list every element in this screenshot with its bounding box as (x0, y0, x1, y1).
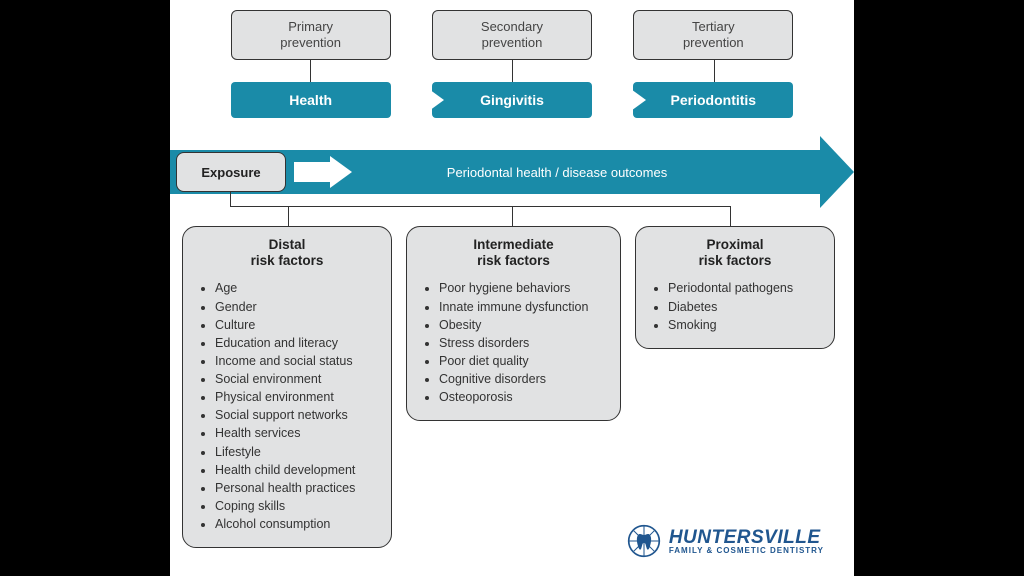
list-item: Diabetes (668, 298, 820, 316)
arrowhead-icon (820, 136, 854, 208)
brand-logo: HUNTERSVILLE FAMILY & COSMETIC DENTISTRY (627, 524, 824, 558)
prevention-primary-label: Primaryprevention (280, 19, 341, 50)
factor-proximal-title: Proximalrisk factors (650, 237, 820, 269)
connector (714, 60, 715, 82)
prevention-secondary: Secondaryprevention (432, 10, 592, 60)
connector (512, 206, 513, 226)
list-item: Health child development (215, 461, 377, 479)
list-item: Alcohol consumption (215, 515, 377, 533)
factor-distal-list: Age Gender Culture Education and literac… (197, 279, 377, 533)
list-item: Poor hygiene behaviors (439, 279, 606, 297)
tooth-icon (627, 524, 661, 558)
connector (730, 206, 731, 226)
connector (230, 206, 730, 207)
list-item: Education and literacy (215, 334, 377, 352)
prevention-row: Primaryprevention Secondaryprevention Te… (210, 10, 814, 60)
list-item: Stress disorders (439, 334, 606, 352)
outcome-label: Periodontal health / disease outcomes (447, 165, 667, 180)
stage-periodontitis-label: Periodontitis (671, 92, 757, 108)
list-item: Physical environment (215, 388, 377, 406)
list-item: Health services (215, 424, 377, 442)
prevention-secondary-label: Secondaryprevention (481, 19, 543, 50)
exposure-box: Exposure (176, 152, 286, 192)
arrow-icon (596, 86, 646, 114)
diagram-canvas: Primaryprevention Secondaryprevention Te… (170, 0, 854, 576)
list-item: Social support networks (215, 406, 377, 424)
prevention-primary: Primaryprevention (231, 10, 391, 60)
logo-text: HUNTERSVILLE FAMILY & COSMETIC DENTISTRY (669, 528, 824, 555)
stage-gingivitis-label: Gingivitis (480, 92, 544, 108)
connector (288, 206, 289, 226)
logo-main: HUNTERSVILLE (669, 528, 824, 547)
list-item: Lifestyle (215, 443, 377, 461)
list-item: Culture (215, 316, 377, 334)
connector (230, 192, 231, 206)
factor-intermediate: Intermediaterisk factors Poor hygiene be… (406, 226, 621, 421)
list-item: Osteoporosis (439, 388, 606, 406)
stage-row: Health Gingivitis Periodontitis (210, 82, 814, 118)
list-item: Personal health practices (215, 479, 377, 497)
arrow-icon (294, 158, 354, 186)
factor-proximal-list: Periodontal pathogens Diabetes Smoking (650, 279, 820, 333)
stage-gingivitis: Gingivitis (432, 82, 592, 118)
prevention-tertiary-label: Tertiaryprevention (683, 19, 744, 50)
arrow-icon (394, 86, 444, 114)
factor-intermediate-title: Intermediaterisk factors (421, 237, 606, 269)
list-item: Smoking (668, 316, 820, 334)
logo-sub: FAMILY & COSMETIC DENTISTRY (669, 547, 824, 555)
stage-periodontitis: Periodontitis (633, 82, 793, 118)
connector (512, 60, 513, 82)
exposure-label: Exposure (201, 165, 260, 180)
list-item: Social environment (215, 370, 377, 388)
factors-row: Distalrisk factors Age Gender Culture Ed… (182, 226, 842, 548)
list-item: Gender (215, 298, 377, 316)
factor-distal: Distalrisk factors Age Gender Culture Ed… (182, 226, 392, 548)
factor-distal-title: Distalrisk factors (197, 237, 377, 269)
list-item: Income and social status (215, 352, 377, 370)
list-item: Cognitive disorders (439, 370, 606, 388)
list-item: Age (215, 279, 377, 297)
list-item: Periodontal pathogens (668, 279, 820, 297)
list-item: Poor diet quality (439, 352, 606, 370)
list-item: Innate immune dysfunction (439, 298, 606, 316)
prevention-tertiary: Tertiaryprevention (633, 10, 793, 60)
connector (310, 60, 311, 82)
stage-health-label: Health (289, 92, 332, 108)
factor-intermediate-list: Poor hygiene behaviors Innate immune dys… (421, 279, 606, 406)
stage-health: Health (231, 82, 391, 118)
list-item: Coping skills (215, 497, 377, 515)
list-item: Obesity (439, 316, 606, 334)
factor-proximal: Proximalrisk factors Periodontal pathoge… (635, 226, 835, 349)
